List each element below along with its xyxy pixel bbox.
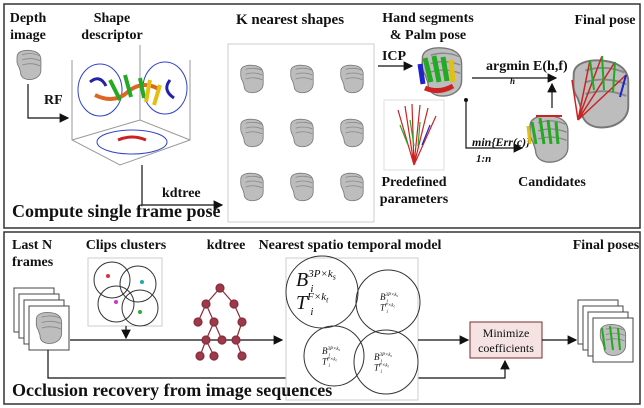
label: descriptor <box>81 28 142 43</box>
candidates <box>526 114 569 163</box>
math-sup-sub: s <box>391 354 393 358</box>
math-base: B <box>322 346 328 356</box>
shape-thumb <box>290 64 314 94</box>
math-base: T <box>322 356 328 366</box>
label: Hand segments <box>382 11 474 26</box>
model-box <box>285 255 421 401</box>
math-sub: i <box>380 370 382 375</box>
label: coefficients <box>478 341 534 355</box>
shape-thumb <box>340 118 364 148</box>
label: kdtree <box>162 186 201 201</box>
math-sup: F×k <box>306 291 327 303</box>
math-base: T <box>374 362 380 372</box>
label: Candidates <box>518 175 586 190</box>
kdtree <box>193 283 247 361</box>
label: kdtree <box>207 238 246 253</box>
math-sup-sub: t <box>326 295 329 304</box>
arrow <box>47 350 510 379</box>
math-sub: i <box>310 283 313 295</box>
math-sup: 3P×k <box>328 347 340 352</box>
math-term: B3P×ks <box>322 346 341 356</box>
section-title: Compute single frame pose <box>12 201 220 221</box>
shape-thumb <box>240 172 264 202</box>
final-pose <box>571 55 630 129</box>
math-sub: i <box>328 364 330 369</box>
math-sup-sub: s <box>333 272 336 281</box>
label: frames <box>12 255 54 270</box>
top-panel <box>3 3 641 229</box>
label: Last N <box>12 238 52 253</box>
math-term: B3P×ks <box>374 352 393 362</box>
model-terms: B3P×ksiTF×ktiB3P×ksiTF×ktiB3P×ksiTF×ktiB… <box>296 268 399 375</box>
last-frames <box>13 287 70 351</box>
label: & Palm pose <box>390 28 466 43</box>
shape-thumb <box>340 64 364 94</box>
math-sup: 3P×k <box>307 268 334 280</box>
shape-thumb <box>340 172 364 202</box>
label: argmin E(h,f) <box>486 59 568 74</box>
predefined-parameters <box>383 99 445 171</box>
label: Depth <box>10 11 47 26</box>
math-term: B3P×ks <box>296 268 336 291</box>
math-base: B <box>380 292 386 302</box>
label: K nearest shapes <box>236 12 344 28</box>
label: image <box>10 28 46 43</box>
arrow <box>465 100 524 153</box>
depth-image <box>16 49 42 81</box>
section-title: Occlusion recovery from image sequences <box>12 380 332 400</box>
label: ICP <box>382 49 407 64</box>
math-term: B3P×ks <box>380 292 399 302</box>
label: Nearest spatio temporal model <box>259 238 442 253</box>
k-nearest-box <box>227 43 375 223</box>
math-sub: i <box>310 306 313 318</box>
label: min{Err(c)} <box>472 135 531 149</box>
math-base: T <box>380 302 386 312</box>
label: RF <box>44 93 63 108</box>
math-sup: F×k <box>384 303 394 308</box>
label: Final pose <box>574 13 635 28</box>
math-sub: i <box>386 300 388 305</box>
math-sup: F×k <box>326 357 336 362</box>
label: 1:n <box>476 153 491 165</box>
shape-thumb <box>290 118 314 148</box>
label: parameters <box>380 192 449 207</box>
math-base: T <box>296 292 309 314</box>
math-base: B <box>296 269 308 291</box>
label: Minimize <box>483 326 530 340</box>
math-sub: i <box>328 354 330 359</box>
math-sup: F×k <box>378 363 388 368</box>
math-sub: i <box>380 360 382 365</box>
arrow <box>141 165 224 210</box>
final-poses <box>577 299 634 363</box>
clips-clusters <box>87 257 163 327</box>
arrow <box>27 84 70 123</box>
math-sup-sub: s <box>397 294 399 298</box>
math-term: TF×kt <box>296 291 329 314</box>
label: Predefined <box>381 175 446 190</box>
shape-thumb <box>290 172 314 202</box>
math-sup-sub: s <box>339 348 341 352</box>
shape-thumb <box>240 118 264 148</box>
minimize-box <box>469 321 543 359</box>
label: Shape <box>94 11 131 26</box>
shape-thumb <box>240 64 264 94</box>
junction <box>464 98 468 102</box>
bottom-panel <box>3 231 641 405</box>
math-base: B <box>374 352 380 362</box>
math-sup: 3P×k <box>386 293 398 298</box>
math-sub: i <box>386 310 388 315</box>
shape-descriptor <box>71 45 191 166</box>
label: Final poses <box>573 238 640 253</box>
k-nearest-shapes <box>240 64 364 202</box>
label: Clips clusters <box>86 238 167 253</box>
math-sup: 3P×k <box>380 353 392 358</box>
label: h <box>510 76 515 86</box>
hand-segments <box>417 47 463 97</box>
